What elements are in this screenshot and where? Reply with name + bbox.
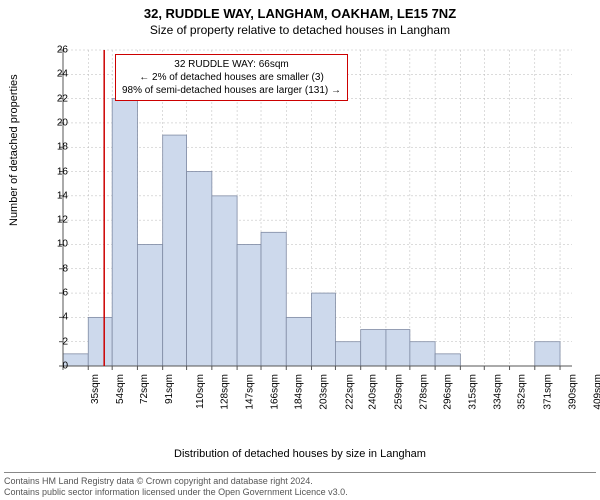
x-tick: 390sqm bbox=[567, 374, 578, 410]
x-tick: 371sqm bbox=[542, 374, 553, 410]
y-tick: 8 bbox=[38, 263, 68, 274]
y-axis-label: Number of detached properties bbox=[8, 74, 20, 226]
y-tick: 10 bbox=[38, 239, 68, 250]
y-tick: 22 bbox=[38, 93, 68, 104]
callout-line3: 98% of semi-detached houses are larger (… bbox=[122, 84, 341, 97]
y-tick: 4 bbox=[38, 312, 68, 323]
y-tick: 14 bbox=[38, 190, 68, 201]
x-tick: 110sqm bbox=[195, 374, 206, 409]
x-tick: 409sqm bbox=[593, 374, 600, 410]
x-tick: 240sqm bbox=[368, 374, 379, 410]
x-tick: 315sqm bbox=[468, 374, 479, 410]
x-tick: 222sqm bbox=[344, 374, 355, 410]
y-tick: 2 bbox=[38, 336, 68, 347]
title-subtitle: Size of property relative to detached ho… bbox=[0, 21, 600, 41]
footer-line2: Contains public sector information licen… bbox=[4, 487, 596, 498]
x-tick: 259sqm bbox=[393, 374, 404, 410]
title-main: 32, RUDDLE WAY, LANGHAM, OAKHAM, LE15 7N… bbox=[0, 0, 600, 21]
x-tick: 278sqm bbox=[419, 374, 430, 410]
x-tick: 54sqm bbox=[115, 374, 126, 404]
x-tick: 203sqm bbox=[319, 374, 330, 410]
x-tick: 35sqm bbox=[90, 374, 101, 404]
footer-line1: Contains HM Land Registry data © Crown c… bbox=[4, 476, 596, 487]
y-tick: 24 bbox=[38, 69, 68, 80]
y-tick: 12 bbox=[38, 215, 68, 226]
x-tick: 184sqm bbox=[294, 374, 305, 410]
x-axis-label: Distribution of detached houses by size … bbox=[0, 448, 600, 460]
x-tick: 128sqm bbox=[219, 374, 230, 410]
callout-line2: ← 2% of detached houses are smaller (3) bbox=[122, 71, 341, 84]
x-tick: 334sqm bbox=[493, 374, 504, 410]
y-tick: 26 bbox=[38, 45, 68, 56]
footer-attribution: Contains HM Land Registry data © Crown c… bbox=[4, 472, 596, 499]
y-tick: 0 bbox=[38, 361, 68, 372]
x-tick: 166sqm bbox=[270, 374, 281, 410]
callout-box: 32 RUDDLE WAY: 66sqm ← 2% of detached ho… bbox=[115, 54, 348, 101]
x-tick: 147sqm bbox=[244, 374, 255, 410]
chart-container: 32, RUDDLE WAY, LANGHAM, OAKHAM, LE15 7N… bbox=[0, 0, 600, 500]
x-tick: 91sqm bbox=[164, 374, 175, 404]
x-tick: 296sqm bbox=[442, 374, 453, 410]
y-tick: 18 bbox=[38, 142, 68, 153]
y-tick: 20 bbox=[38, 117, 68, 128]
x-tick: 72sqm bbox=[139, 374, 150, 404]
callout-line1: 32 RUDDLE WAY: 66sqm bbox=[122, 58, 341, 71]
x-tick: 352sqm bbox=[517, 374, 528, 410]
y-tick: 16 bbox=[38, 166, 68, 177]
y-tick: 6 bbox=[38, 288, 68, 299]
